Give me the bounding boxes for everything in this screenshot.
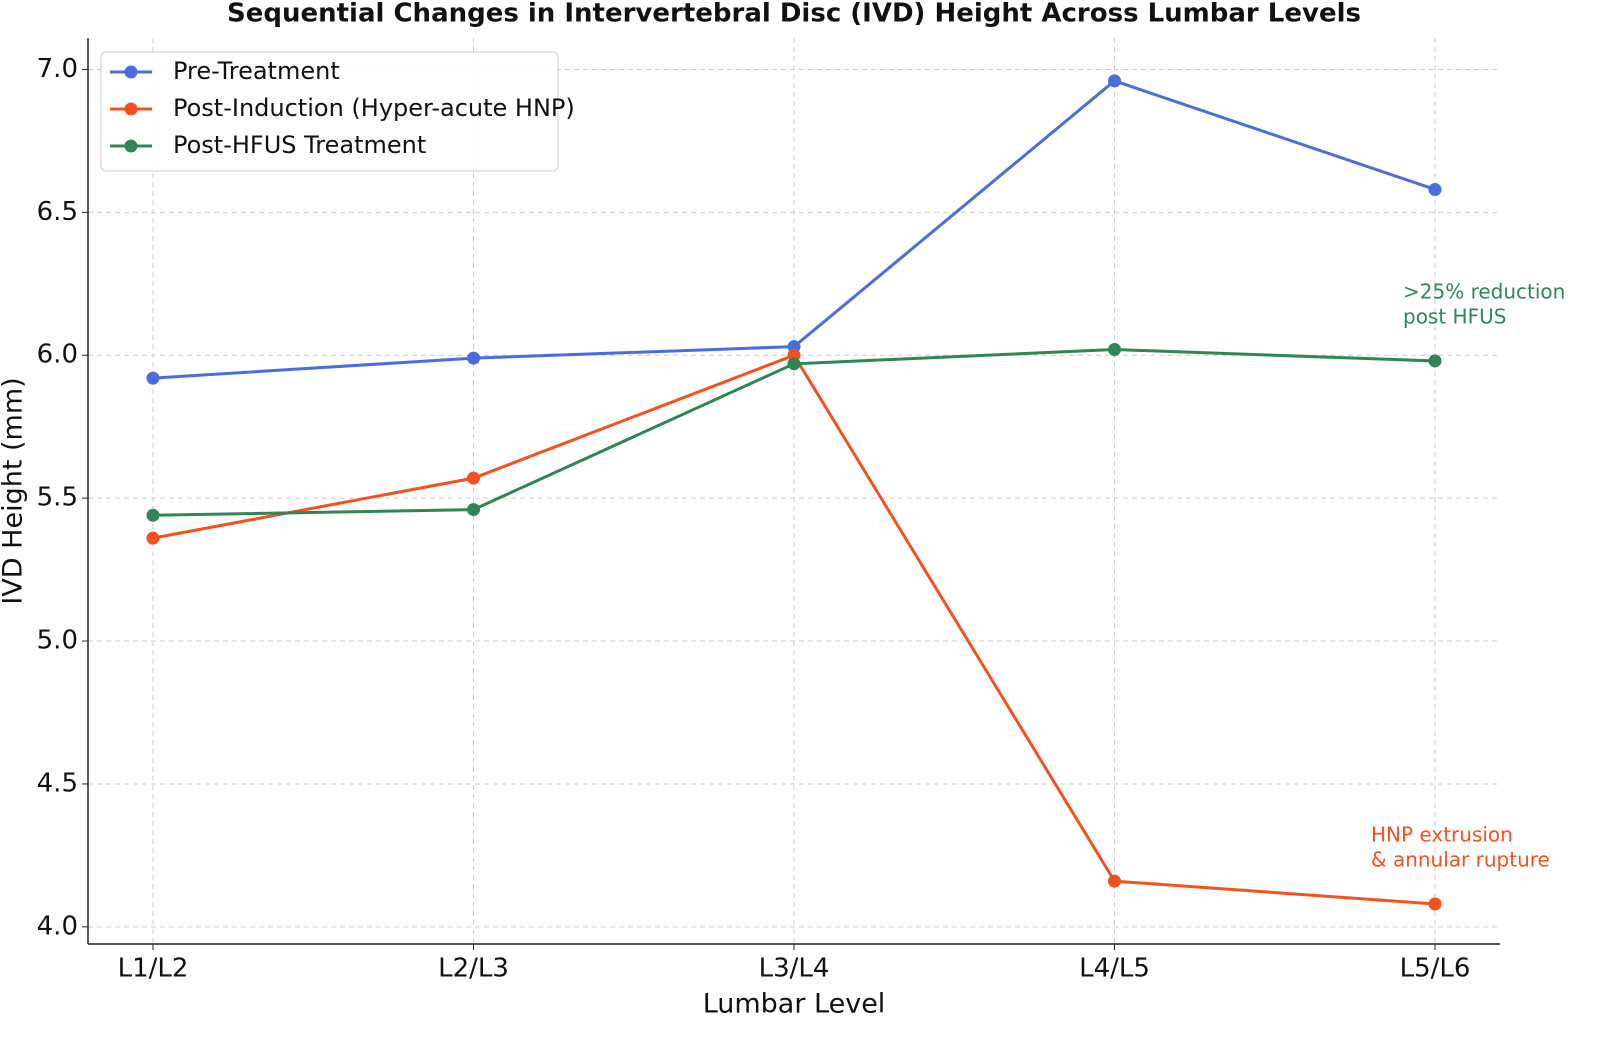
data-point bbox=[467, 351, 480, 365]
annotation: HNP extrusion bbox=[1371, 823, 1513, 847]
y-tick-label: 4.5 bbox=[37, 768, 78, 798]
y-tick-label: 4.0 bbox=[37, 911, 78, 941]
y-tick-label: 6.5 bbox=[37, 197, 78, 227]
y-tick-label: 5.5 bbox=[37, 483, 78, 513]
x-tick-label: L3/L4 bbox=[759, 954, 830, 984]
legend-marker bbox=[124, 65, 138, 79]
data-point bbox=[146, 508, 160, 522]
data-point bbox=[1108, 74, 1121, 88]
data-point bbox=[146, 531, 160, 545]
x-tick-label: L4/L5 bbox=[1079, 954, 1150, 984]
data-point bbox=[787, 357, 801, 371]
legend-marker bbox=[124, 102, 138, 116]
x-tick-label: L2/L3 bbox=[438, 954, 509, 984]
y-tick-label: 7.0 bbox=[37, 54, 78, 84]
y-axis-label: IVD Height (mm) bbox=[0, 377, 29, 604]
x-axis-label: Lumbar Level bbox=[703, 989, 886, 1020]
legend-label: Pre-Treatment bbox=[173, 57, 340, 85]
legend-label: Post-HFUS Treatment bbox=[173, 131, 426, 159]
data-point bbox=[1428, 354, 1442, 368]
chart-title: Sequential Changes in Intervertebral Dis… bbox=[227, 0, 1361, 29]
data-point bbox=[467, 503, 480, 517]
data-point bbox=[1428, 897, 1442, 911]
annotation: post HFUS bbox=[1403, 305, 1506, 329]
legend: Pre-Treatment Post-Induction (Hyper-acute… bbox=[100, 51, 575, 172]
data-point bbox=[146, 371, 160, 385]
data-point bbox=[467, 471, 480, 485]
data-point bbox=[1428, 182, 1442, 196]
annotation: & annular rupture bbox=[1371, 848, 1550, 872]
y-tick-label: 6.0 bbox=[37, 340, 78, 370]
data-point bbox=[1108, 874, 1121, 888]
data-point bbox=[1108, 343, 1121, 357]
legend-marker bbox=[124, 139, 138, 153]
legend-label: Post-Induction (Hyper-acute HNP) bbox=[173, 94, 575, 122]
x-tick-label: L1/L2 bbox=[118, 954, 189, 984]
y-tick-label: 5.0 bbox=[37, 626, 78, 656]
x-tick-label: L5/L6 bbox=[1400, 954, 1471, 984]
annotation: >25% reduction bbox=[1403, 280, 1565, 304]
legend-box bbox=[100, 51, 559, 172]
